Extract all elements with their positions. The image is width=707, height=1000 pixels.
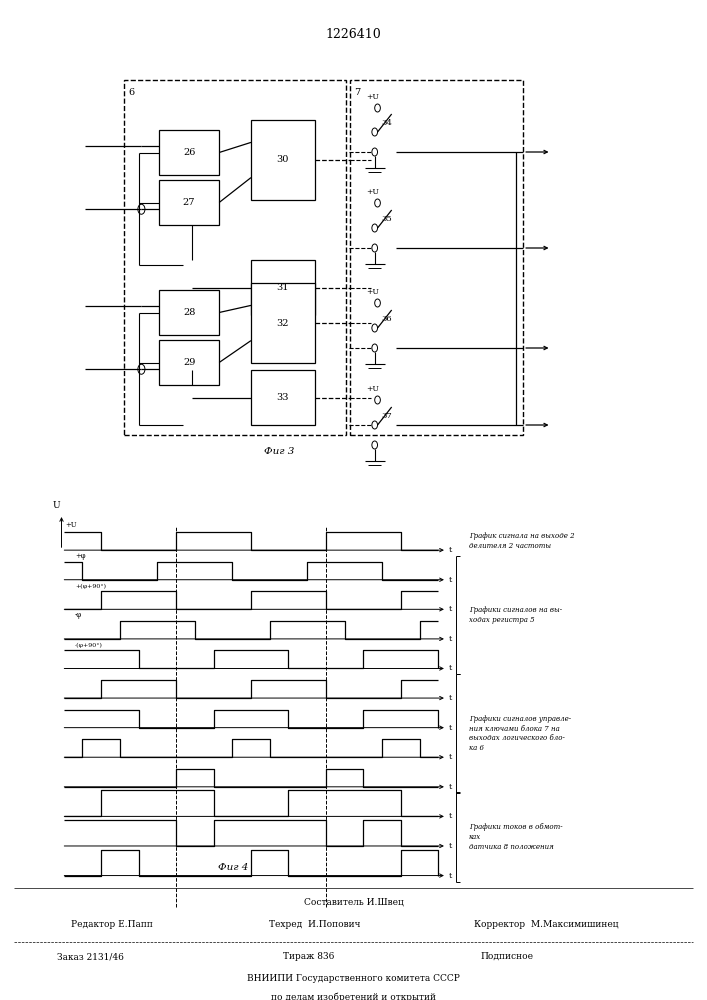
Text: t: t bbox=[449, 694, 452, 702]
Text: +U: +U bbox=[66, 521, 77, 529]
Bar bbox=[251, 370, 315, 425]
Text: Тираж 836: Тираж 836 bbox=[283, 952, 334, 961]
Text: t: t bbox=[449, 635, 452, 643]
Text: Составитель И.Швец: Составитель И.Швец bbox=[303, 898, 404, 907]
Text: 37: 37 bbox=[382, 412, 392, 420]
Text: t: t bbox=[449, 664, 452, 672]
Text: по делам изобретений и открытий: по делам изобретений и открытий bbox=[271, 992, 436, 1000]
Text: 33: 33 bbox=[276, 393, 289, 402]
Text: Редактор Е.Папп: Редактор Е.Папп bbox=[71, 920, 153, 929]
Text: 1226410: 1226410 bbox=[326, 27, 381, 40]
Text: 29: 29 bbox=[183, 358, 195, 367]
Text: t: t bbox=[449, 546, 452, 554]
Text: Фиг 3: Фиг 3 bbox=[264, 448, 294, 456]
Text: Фиг 4: Фиг 4 bbox=[218, 863, 248, 872]
Text: t: t bbox=[449, 872, 452, 880]
Bar bbox=[159, 290, 219, 335]
Text: 30: 30 bbox=[276, 155, 289, 164]
Text: Подписное: Подписное bbox=[481, 952, 534, 961]
Text: -(φ+90°): -(φ+90°) bbox=[75, 643, 103, 648]
Text: +U: +U bbox=[366, 385, 379, 393]
Text: t: t bbox=[449, 724, 452, 732]
Text: Графики сигналов на вы-
ходах регистра 5: Графики сигналов на вы- ходах регистра 5 bbox=[469, 606, 562, 624]
Bar bbox=[124, 80, 346, 435]
Text: Техред  И.Попович: Техред И.Попович bbox=[269, 920, 360, 929]
Text: t: t bbox=[449, 605, 452, 613]
Bar bbox=[350, 80, 523, 435]
Bar bbox=[159, 340, 219, 385]
Text: Графики сигналов управле-
ния ключами блока 7 на
выходах логического бло-
ка 6: Графики сигналов управле- ния ключами бл… bbox=[469, 715, 571, 752]
Text: 34: 34 bbox=[382, 119, 392, 127]
Bar bbox=[251, 260, 315, 315]
Text: 27: 27 bbox=[183, 198, 195, 207]
Text: 36: 36 bbox=[382, 315, 392, 323]
Text: Заказ 2131/46: Заказ 2131/46 bbox=[57, 952, 124, 961]
Text: 28: 28 bbox=[183, 308, 195, 317]
Bar bbox=[251, 120, 315, 200]
Text: 6: 6 bbox=[128, 88, 134, 97]
Text: ВНИИПИ Государственного комитета СССР: ВНИИПИ Государственного комитета СССР bbox=[247, 974, 460, 983]
Text: +(φ+90°): +(φ+90°) bbox=[75, 584, 106, 589]
Text: 35: 35 bbox=[382, 215, 392, 223]
Text: -φ: -φ bbox=[75, 611, 82, 619]
Bar bbox=[159, 180, 219, 225]
Text: t: t bbox=[449, 842, 452, 850]
Text: График сигнала на выходе 2
делителя 2 частоты: График сигнала на выходе 2 делителя 2 ча… bbox=[469, 532, 574, 550]
Text: +U: +U bbox=[366, 188, 379, 196]
Text: Графики токов в обмот-
ках
датчика 8 положения: Графики токов в обмот- ках датчика 8 пол… bbox=[469, 823, 562, 851]
Text: 31: 31 bbox=[276, 283, 289, 292]
Text: U: U bbox=[53, 501, 60, 510]
Text: 32: 32 bbox=[276, 318, 289, 328]
Text: 26: 26 bbox=[183, 148, 195, 157]
Text: +φ: +φ bbox=[75, 552, 86, 560]
Text: t: t bbox=[449, 812, 452, 820]
Text: +U: +U bbox=[366, 288, 379, 296]
Bar bbox=[159, 130, 219, 175]
Bar bbox=[251, 283, 315, 363]
Text: +U: +U bbox=[366, 93, 379, 101]
Text: t: t bbox=[449, 783, 452, 791]
Text: Корректор  М.Максимишинец: Корректор М.Максимишинец bbox=[474, 920, 618, 929]
Text: t: t bbox=[449, 753, 452, 761]
Text: t: t bbox=[449, 576, 452, 584]
Text: 7: 7 bbox=[354, 88, 361, 97]
